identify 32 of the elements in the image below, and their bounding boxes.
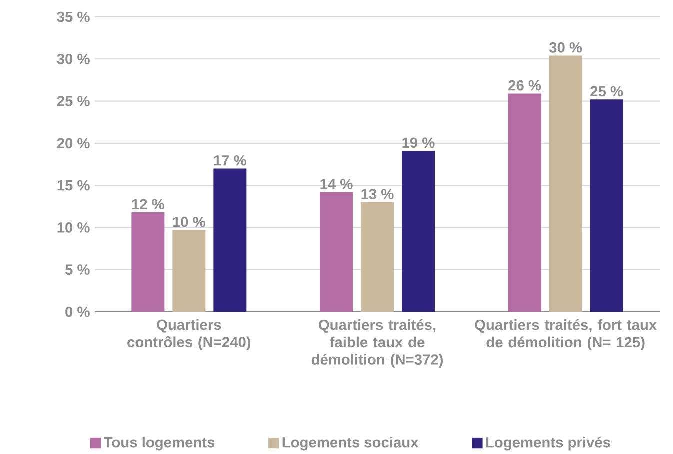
bar — [361, 202, 394, 312]
data-label: 13 % — [362, 189, 394, 200]
y-tick-label: 10 % — [58, 222, 90, 233]
bar — [214, 168, 247, 312]
y-tick-label: 5 % — [65, 264, 90, 276]
data-label: 26 % — [508, 80, 542, 91]
legend-label: Logements privés — [486, 436, 610, 451]
x-tick-label: Quartiers contrôles (N=240) — [128, 319, 251, 350]
bar — [590, 100, 624, 312]
y-tick-label: 20 % — [57, 138, 90, 149]
legend-label: Logements sociaux — [282, 436, 419, 451]
bar — [320, 192, 354, 312]
data-label: 12 % — [132, 199, 164, 210]
y-tick-label: 15 % — [58, 180, 90, 191]
y-tick-label: 35 % — [57, 12, 90, 22]
bar — [549, 56, 582, 312]
data-label: 14 % — [320, 179, 353, 190]
bar — [508, 94, 542, 312]
bar — [132, 212, 165, 312]
data-label: 10 % — [173, 216, 206, 228]
y-tick-label: 25 % — [57, 96, 90, 106]
legend-label: Tous logements — [104, 436, 215, 451]
x-tick-label: Quartiers traités, faible taux de démolition (N=372) — [312, 319, 443, 368]
data-label: 30 % — [549, 42, 582, 53]
data-label: 17 % — [214, 155, 246, 166]
data-label: 19 % — [402, 138, 435, 148]
y-tick-label: 0 % — [66, 306, 90, 318]
x-tick-label: Quartiers traités, fort taux de démolition (N= 125) — [475, 319, 657, 350]
data-label: 25 % — [590, 86, 624, 97]
bar — [402, 151, 436, 312]
bar — [172, 230, 206, 312]
y-tick-label: 30 % — [57, 54, 90, 64]
